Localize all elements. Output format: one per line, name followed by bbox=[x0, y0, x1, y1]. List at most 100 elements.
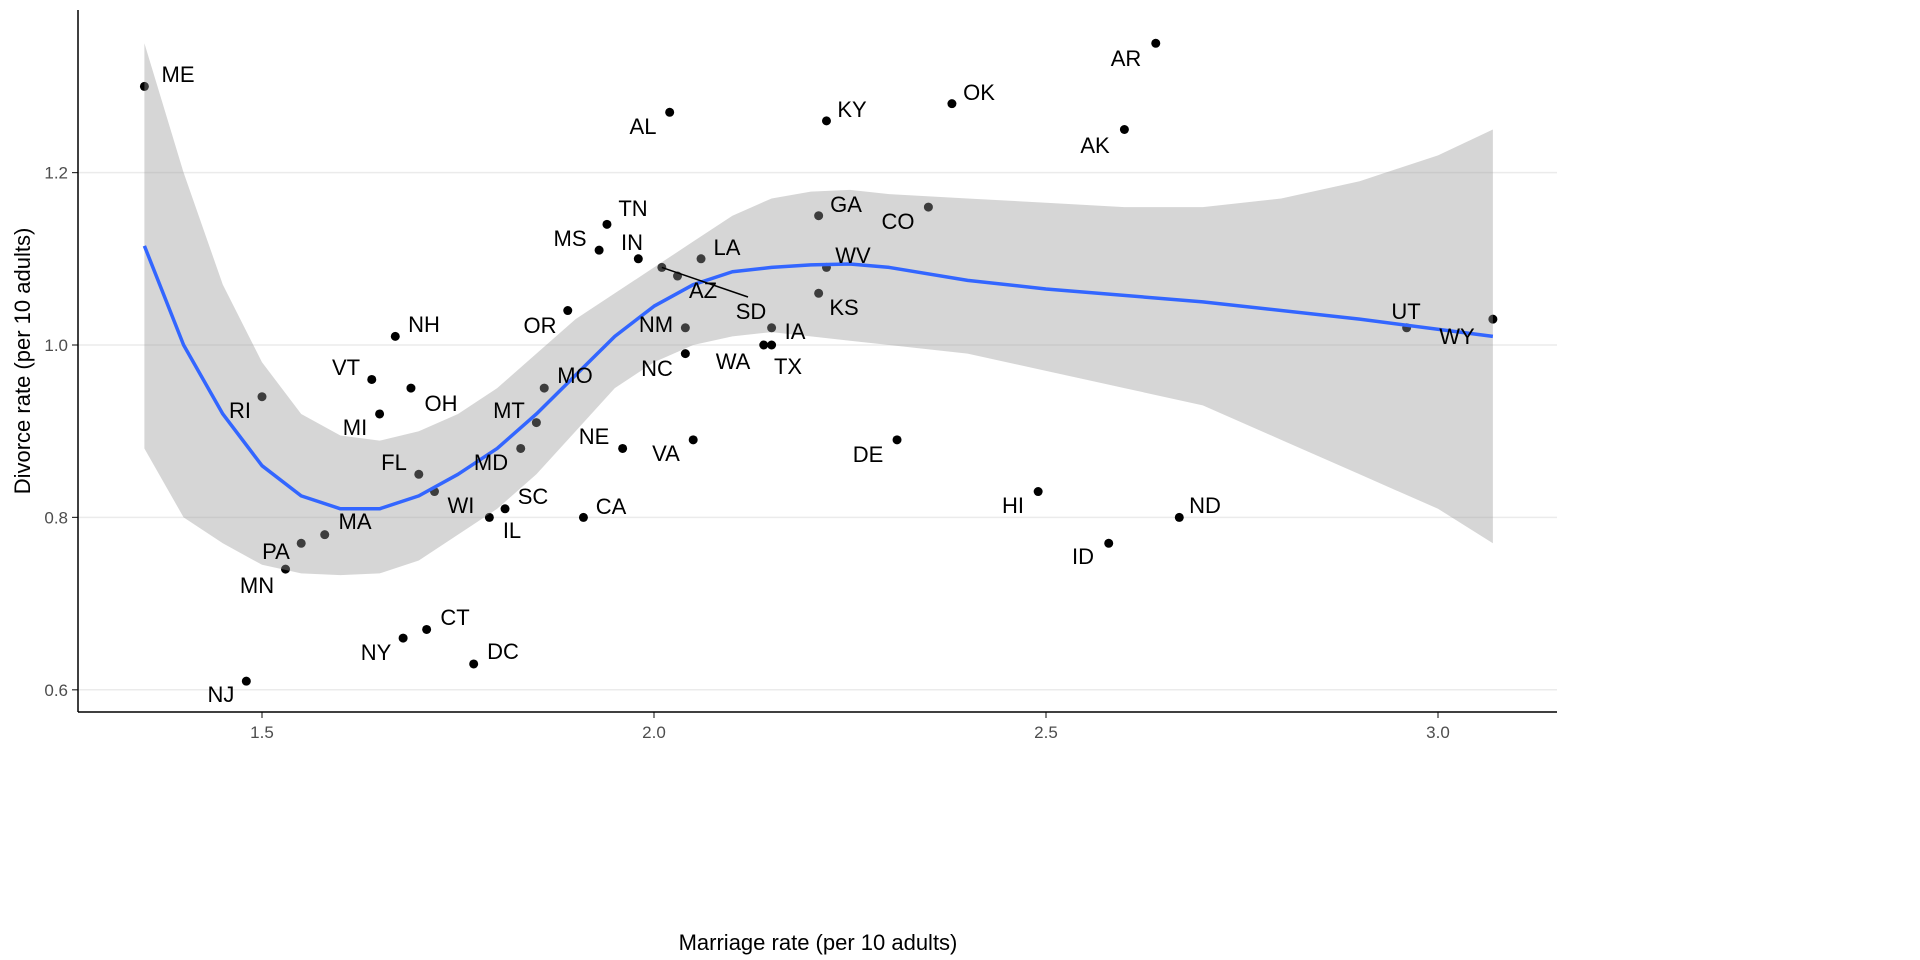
point-MT bbox=[531, 418, 541, 428]
x-tick-label: 3.0 bbox=[1426, 723, 1450, 742]
point-label: OK bbox=[963, 80, 995, 105]
point-label: VT bbox=[332, 355, 360, 380]
point-label: WV bbox=[835, 243, 871, 268]
point-MN bbox=[281, 564, 291, 574]
point-label: MI bbox=[343, 415, 367, 440]
point-label: MA bbox=[339, 509, 372, 534]
grid bbox=[78, 171, 1557, 691]
point-MO bbox=[539, 383, 549, 393]
point-PA bbox=[296, 538, 306, 548]
point-TN bbox=[602, 219, 612, 229]
point-label: NH bbox=[408, 312, 440, 337]
point-OR bbox=[563, 306, 573, 316]
point-label: MO bbox=[557, 363, 592, 388]
y-axis-label: Divorce rate (per 10 adults) bbox=[10, 228, 35, 495]
point-label: SC bbox=[518, 484, 549, 509]
point-MI bbox=[375, 409, 385, 419]
point-VA bbox=[688, 435, 698, 445]
point-IL bbox=[484, 512, 494, 522]
point-label: OH bbox=[425, 391, 458, 416]
point-label: PA bbox=[262, 539, 290, 564]
point-OK bbox=[947, 99, 957, 109]
point-label: CA bbox=[596, 494, 627, 519]
point-label: IL bbox=[503, 518, 521, 543]
point-OH bbox=[406, 383, 416, 393]
point-DE bbox=[892, 435, 902, 445]
point-NH bbox=[390, 331, 400, 341]
point-label: MD bbox=[474, 450, 508, 475]
point-MD bbox=[516, 443, 526, 453]
point-TX bbox=[767, 340, 777, 350]
point-label: ME bbox=[162, 62, 195, 87]
point-ID bbox=[1104, 538, 1114, 548]
point-label: RI bbox=[229, 398, 251, 423]
point-label: UT bbox=[1391, 299, 1420, 324]
point-label: DE bbox=[853, 442, 884, 467]
point-ND bbox=[1174, 512, 1184, 522]
point-MA bbox=[320, 530, 330, 540]
y-tick-label: 0.8 bbox=[44, 508, 68, 527]
point-AL bbox=[665, 107, 675, 117]
point-CA bbox=[578, 512, 588, 522]
confidence-band-area bbox=[144, 43, 1493, 576]
smooth-curve bbox=[142, 245, 1494, 511]
point-AR bbox=[1151, 38, 1161, 48]
point-label: TN bbox=[618, 196, 647, 221]
point-label: NJ bbox=[208, 682, 235, 707]
point-label: NM bbox=[639, 312, 673, 337]
point-label: CO bbox=[882, 209, 915, 234]
smooth-line bbox=[142, 245, 1494, 511]
point-NM bbox=[680, 323, 690, 333]
point-label: AR bbox=[1111, 46, 1142, 71]
label-leader-line bbox=[661, 266, 749, 298]
point-HI bbox=[1033, 487, 1043, 497]
point-NJ bbox=[241, 676, 251, 686]
point-ME bbox=[139, 81, 149, 91]
points bbox=[139, 38, 1498, 686]
point-IA bbox=[767, 323, 777, 333]
point-label: NC bbox=[641, 356, 673, 381]
point-label: ID bbox=[1072, 544, 1094, 569]
point-label: LA bbox=[714, 235, 741, 260]
point-SC bbox=[500, 504, 510, 514]
point-NC bbox=[680, 349, 690, 359]
point-label: OR bbox=[524, 313, 557, 338]
point-CT bbox=[422, 624, 432, 634]
point-WY bbox=[1488, 314, 1498, 324]
point-WA bbox=[759, 340, 769, 350]
point-label: HI bbox=[1002, 493, 1024, 518]
point-label: IA bbox=[785, 319, 806, 344]
point-NE bbox=[618, 443, 628, 453]
y-tick-label: 1.0 bbox=[44, 336, 68, 355]
point-label: ND bbox=[1189, 493, 1221, 518]
point-AK bbox=[1119, 125, 1129, 134]
point-label: CT bbox=[440, 605, 469, 630]
point-label: KS bbox=[829, 295, 858, 320]
point-label: FL bbox=[381, 450, 407, 475]
point-label: MN bbox=[240, 573, 274, 598]
x-tick-label: 2.0 bbox=[642, 723, 666, 742]
point-label: WI bbox=[448, 493, 475, 518]
x-axis-label: Marriage rate (per 10 adults) bbox=[679, 930, 958, 955]
point-KS bbox=[814, 288, 824, 298]
point-KY bbox=[821, 116, 831, 126]
point-VT bbox=[367, 374, 377, 384]
point-GA bbox=[814, 211, 824, 221]
y-tick-label: 1.2 bbox=[44, 164, 68, 183]
point-NY bbox=[398, 633, 408, 643]
point-RI bbox=[257, 392, 267, 402]
x-tick-label: 1.5 bbox=[250, 723, 274, 742]
confidence-band bbox=[144, 43, 1493, 576]
point-label: GA bbox=[830, 192, 862, 217]
point-label: AK bbox=[1080, 133, 1110, 158]
point-IN bbox=[633, 254, 643, 264]
point-label: DC bbox=[487, 639, 519, 664]
point-label: WA bbox=[716, 349, 751, 374]
point-label: IN bbox=[621, 230, 643, 255]
x-tick-label: 2.5 bbox=[1034, 723, 1058, 742]
point-DC bbox=[469, 659, 479, 669]
point-label: NE bbox=[579, 424, 610, 449]
point-label: AL bbox=[630, 114, 657, 139]
